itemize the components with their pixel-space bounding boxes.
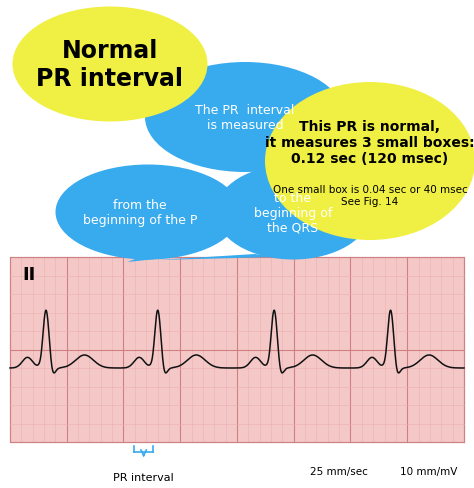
Ellipse shape — [55, 165, 240, 260]
Text: 10 mm/mV: 10 mm/mV — [400, 466, 457, 476]
Ellipse shape — [145, 63, 345, 173]
Text: The PR  interval
is measured: The PR interval is measured — [195, 104, 295, 132]
Ellipse shape — [216, 165, 371, 260]
Text: Normal
PR interval: Normal PR interval — [36, 39, 183, 91]
Polygon shape — [158, 254, 275, 261]
Ellipse shape — [265, 83, 474, 241]
Text: One small box is 0.04 sec or 40 msec
See Fig. 14: One small box is 0.04 sec or 40 msec See… — [273, 185, 467, 206]
Text: to the
beginning of
the QRS: to the beginning of the QRS — [254, 191, 332, 234]
Text: 25 mm/sec: 25 mm/sec — [310, 466, 368, 476]
Text: from the
beginning of the P: from the beginning of the P — [83, 199, 197, 226]
Text: This PR is normal,
it measures 3 small boxes:
0.12 sec (120 msec): This PR is normal, it measures 3 small b… — [265, 120, 474, 166]
Ellipse shape — [12, 7, 208, 122]
Polygon shape — [127, 254, 175, 263]
Text: II: II — [22, 265, 35, 284]
Text: PR interval: PR interval — [113, 472, 174, 482]
FancyBboxPatch shape — [10, 258, 464, 442]
